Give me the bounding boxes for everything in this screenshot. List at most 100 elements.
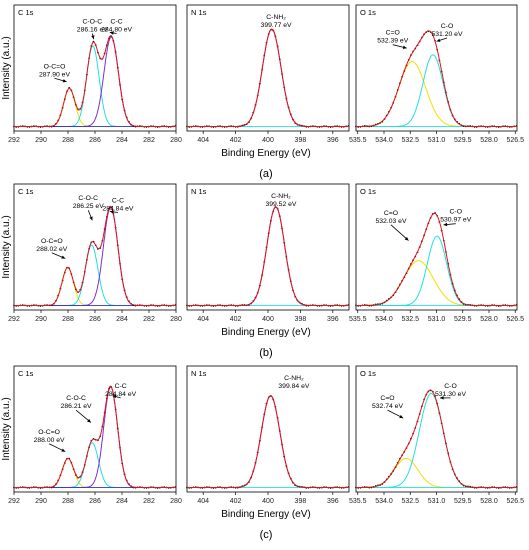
figure-row: Intensity (a.u.) C 1s 292 290 288 286 284 282 28… bbox=[1, 365, 524, 541]
peak-label: C=O bbox=[386, 30, 400, 37]
y-axis-label: Intensity (a.u.) bbox=[1, 36, 12, 99]
x-tick-label: 292 bbox=[8, 316, 20, 323]
arrow-head bbox=[61, 448, 66, 452]
x-tick-label: 284 bbox=[116, 498, 128, 505]
plot-frame bbox=[355, 4, 518, 132]
x-tick-label: 534.0 bbox=[375, 137, 393, 144]
row-label: (c) bbox=[260, 529, 273, 541]
fit-envelope bbox=[187, 395, 349, 488]
x-tick-label: 284 bbox=[116, 137, 128, 144]
x-tick-label: 526.5 bbox=[506, 498, 524, 505]
x-tick-label: 529.5 bbox=[454, 316, 472, 323]
peak-label: O-C=O bbox=[38, 429, 60, 436]
x-tick-label: 535.5 bbox=[349, 316, 367, 323]
panel-title: N 1s bbox=[191, 8, 207, 17]
x-tick-label: 280 bbox=[170, 498, 182, 505]
x-axis-label: Binding Energy (eV) bbox=[221, 148, 311, 159]
x-tick-label: 404 bbox=[197, 498, 209, 505]
component-curve bbox=[187, 206, 349, 306]
arrow-head bbox=[399, 414, 404, 419]
x-tick-label: 400 bbox=[262, 316, 274, 323]
peak-energy-label: 530.97 eV bbox=[440, 217, 471, 224]
x-tick-label: 396 bbox=[327, 137, 339, 144]
x-tick-label: 532.5 bbox=[401, 316, 419, 323]
peak-energy-label: 288.00 eV bbox=[34, 437, 65, 444]
x-axis-label: Binding Energy (eV) bbox=[221, 327, 311, 338]
peak-energy-label: 531.30 eV bbox=[435, 391, 466, 398]
x-tick-label: 534.0 bbox=[375, 498, 393, 505]
component-curve bbox=[187, 28, 349, 127]
peak-energy-label: 284.84 eV bbox=[102, 205, 133, 212]
label-arrow bbox=[390, 224, 409, 241]
fit-envelope bbox=[14, 205, 176, 306]
arrow-head bbox=[402, 45, 407, 49]
panel-title: N 1s bbox=[191, 369, 207, 378]
x-tick-label: 535.5 bbox=[349, 137, 367, 144]
xps-panel: O 1s 535.5 534.0 532.5 531.0 529.5 528.0 526.5 C… bbox=[349, 4, 524, 144]
peak-energy-label: 531.20 eV bbox=[432, 31, 463, 38]
component-curve bbox=[356, 61, 517, 127]
peak-energy-label: 288.02 eV bbox=[36, 246, 67, 253]
panel-title: C 1s bbox=[18, 8, 34, 17]
fit-envelope bbox=[14, 35, 176, 127]
panel-title: O 1s bbox=[360, 369, 376, 378]
x-tick-label: 280 bbox=[170, 316, 182, 323]
peak-label: C-C bbox=[111, 18, 123, 25]
x-tick-label: 280 bbox=[170, 137, 182, 144]
plot-frame bbox=[186, 365, 350, 493]
peak-label: C-O-C bbox=[82, 18, 102, 25]
peak-label: C-O-C bbox=[66, 395, 86, 402]
arrow-head bbox=[62, 79, 67, 83]
peak-energy-label: 532.39 eV bbox=[377, 38, 408, 45]
component-curve bbox=[14, 266, 176, 306]
x-axis-label: Binding Energy (eV) bbox=[221, 509, 311, 520]
fit-envelope bbox=[356, 389, 517, 488]
peak-label: C-O bbox=[444, 383, 456, 390]
panel-title: O 1s bbox=[360, 8, 376, 17]
x-tick-label: 396 bbox=[327, 316, 339, 323]
peak-energy-label: 286.16 eV bbox=[77, 26, 108, 33]
peak-label: C-NH₂ bbox=[266, 14, 286, 21]
arrow-head bbox=[440, 396, 444, 400]
x-tick-label: 404 bbox=[197, 137, 209, 144]
peak-energy-label: 286.21 eV bbox=[61, 403, 92, 410]
x-tick-label: 286 bbox=[89, 137, 101, 144]
peak-label: C-O bbox=[441, 23, 453, 30]
x-tick-label: 288 bbox=[62, 498, 74, 505]
fit-envelope bbox=[356, 212, 517, 306]
component-curve bbox=[14, 87, 176, 127]
x-tick-label: 529.5 bbox=[454, 137, 472, 144]
peak-label: C-O-C bbox=[78, 195, 98, 202]
x-tick-label: 282 bbox=[143, 498, 155, 505]
panel-title: C 1s bbox=[18, 187, 34, 196]
component-curve bbox=[356, 235, 517, 306]
arrow-head bbox=[109, 210, 114, 214]
x-tick-label: 292 bbox=[8, 498, 20, 505]
figure-row: Intensity (a.u.) C 1s 292 290 288 286 284 282 28… bbox=[1, 183, 524, 359]
arrow-head bbox=[91, 35, 95, 40]
x-tick-label: 535.5 bbox=[349, 498, 367, 505]
x-tick-label: 288 bbox=[62, 137, 74, 144]
x-tick-label: 398 bbox=[295, 137, 307, 144]
fit-envelope bbox=[356, 30, 517, 127]
x-tick-label: 531.0 bbox=[428, 137, 446, 144]
x-tick-label: 282 bbox=[143, 316, 155, 323]
peak-label: C-O bbox=[450, 209, 462, 216]
plot-frame bbox=[355, 183, 518, 311]
x-tick-label: 526.5 bbox=[506, 137, 524, 144]
peak-energy-label: 284.80 eV bbox=[101, 26, 132, 33]
row-label: (a) bbox=[259, 168, 272, 180]
peak-label: C-C bbox=[115, 383, 127, 390]
component-curve bbox=[356, 54, 517, 127]
x-tick-label: 290 bbox=[35, 137, 47, 144]
peak-energy-label: 399.84 eV bbox=[278, 383, 309, 390]
peak-label: C-NH₂ bbox=[284, 375, 304, 382]
fit-envelope bbox=[14, 385, 176, 488]
x-tick-label: 528.0 bbox=[480, 498, 498, 505]
panel-title: N 1s bbox=[191, 187, 207, 196]
component-curve bbox=[187, 395, 349, 488]
